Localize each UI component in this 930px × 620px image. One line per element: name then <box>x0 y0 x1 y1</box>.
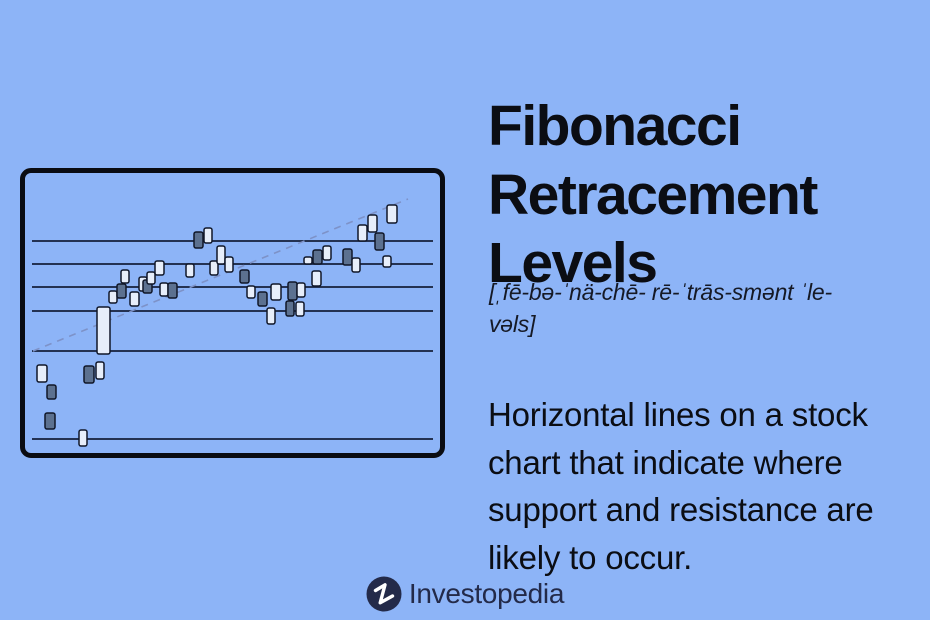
candle-light <box>95 361 105 380</box>
candle-dark <box>46 384 57 400</box>
pronunciation-text: [ˌfē-bə-ˈnä-chē- rē-ˈtrās-smənt ˈle-vəls… <box>489 279 832 337</box>
candle-light <box>36 364 48 383</box>
candle-light <box>382 255 392 268</box>
candle-dark <box>374 232 385 251</box>
dashed-trendline <box>32 198 409 352</box>
candle-light <box>129 291 140 307</box>
candle-light <box>386 204 398 224</box>
candlestick-chart <box>32 198 433 447</box>
candle-dark <box>257 291 268 307</box>
candle-dark <box>167 282 178 299</box>
candle-light <box>295 301 305 317</box>
brand-logo: Investopedia <box>0 575 930 613</box>
candle-light <box>120 269 130 284</box>
candle-light <box>146 271 156 285</box>
candle-light <box>246 285 256 299</box>
term-title: Fibonacci Retracement Levels <box>488 94 818 295</box>
candle-light <box>296 282 306 298</box>
candle-dark <box>239 269 250 284</box>
candle-light <box>351 257 361 273</box>
candle-dark <box>193 231 204 249</box>
candle-light <box>78 429 88 447</box>
candle-light <box>266 307 276 325</box>
candle-light <box>357 224 368 242</box>
candle-light <box>216 245 226 265</box>
investopedia-logo-icon <box>366 576 402 612</box>
candle-light <box>322 245 332 261</box>
candle-light <box>367 214 378 233</box>
candle-light <box>159 282 169 297</box>
candle-dark <box>83 365 95 384</box>
brand-name: Investopedia <box>408 578 565 609</box>
candle-light <box>311 270 322 287</box>
candle-light <box>209 260 219 276</box>
fibonacci-chart-frame <box>20 168 445 458</box>
candle-light <box>185 263 195 278</box>
candle-dark <box>285 300 295 317</box>
definition-text: Horizontal lines on a stock chart that i… <box>488 396 874 576</box>
candle-light <box>224 256 234 273</box>
candle-dark <box>116 283 127 299</box>
candle-light <box>303 256 313 265</box>
candle-light <box>96 306 111 355</box>
candle-light <box>154 260 165 276</box>
candle-dark <box>44 412 56 430</box>
candle-light <box>270 283 282 301</box>
candle-light <box>203 227 213 244</box>
candle-dark <box>312 249 323 265</box>
candle-dark <box>287 281 298 301</box>
candle-dark <box>342 248 353 266</box>
candle-light <box>108 290 118 304</box>
